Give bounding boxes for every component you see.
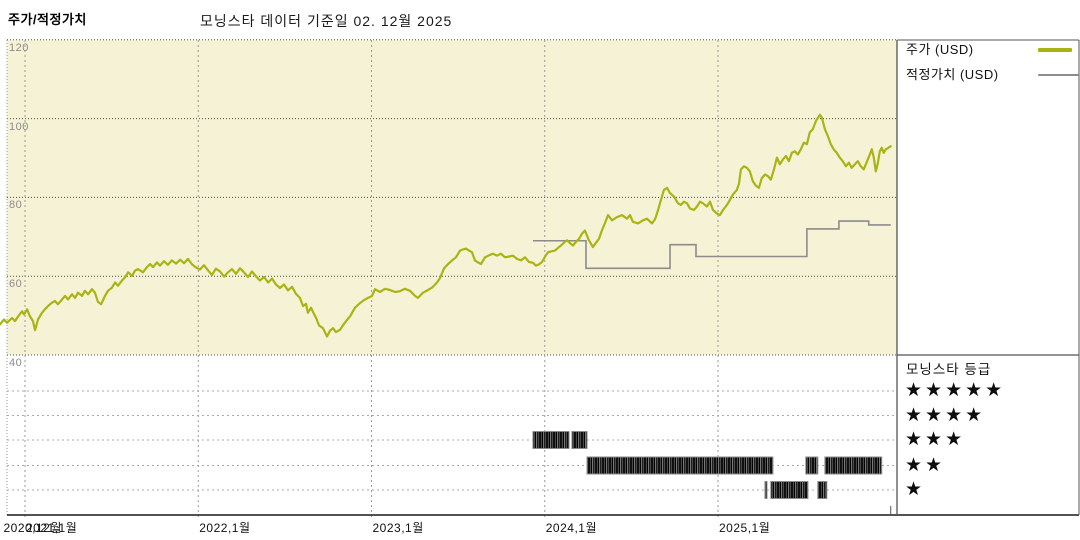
x-tick-label: 2021,1월 [26, 521, 78, 535]
star-rating-row-1: ★ [905, 479, 926, 500]
rating-band-1star [817, 481, 828, 499]
x-tick-label: 2023,1월 [372, 521, 424, 535]
price-line [0, 113, 892, 338]
price-line-swatch-icon [1038, 48, 1072, 52]
rating-band-2star [824, 456, 883, 475]
rating-band-2star [805, 456, 819, 475]
rating-band-1star [770, 481, 809, 499]
chart-title: 주가/적정가치 [8, 12, 87, 27]
chart-header-date: 모닝스타 데이터 기준일 02. 12월 2025 [200, 13, 453, 29]
x-tick-label: 2024,1월 [545, 521, 597, 535]
legend-label-fair-value: 적정가치 (USD) [906, 67, 999, 82]
x-tick-label: 2025,1월 [719, 521, 771, 535]
star-rating-row-2: ★★ [905, 454, 946, 476]
y-tick-label-120: 120 [9, 41, 29, 54]
fair-value-line-swatch-icon [1038, 74, 1079, 76]
legend-label-price: 주가 (USD) [906, 42, 974, 57]
y-tick-label-80: 80 [9, 199, 23, 212]
x-tick-label: 2020,12월 [3, 521, 62, 535]
rating-band-2star [586, 456, 774, 475]
y-tick-label-100: 100 [9, 120, 29, 133]
rating-band-1star [764, 481, 768, 499]
fair-value-line [532, 220, 891, 270]
rating-band-3star [571, 431, 588, 449]
star-rating-row-3: ★★★ [905, 429, 966, 450]
rating-panel-title: 모닝스타 등급 [906, 362, 992, 377]
star-rating-row-5: ★★★★★ [905, 380, 1006, 401]
y-tick-label-60: 60 [9, 278, 23, 291]
x-tick-label: 2022,1월 [199, 521, 251, 535]
rating-band-3star [532, 431, 570, 449]
star-rating-row-4: ★★★★ [905, 404, 986, 426]
y-tick-label-40: 40 [9, 357, 23, 369]
